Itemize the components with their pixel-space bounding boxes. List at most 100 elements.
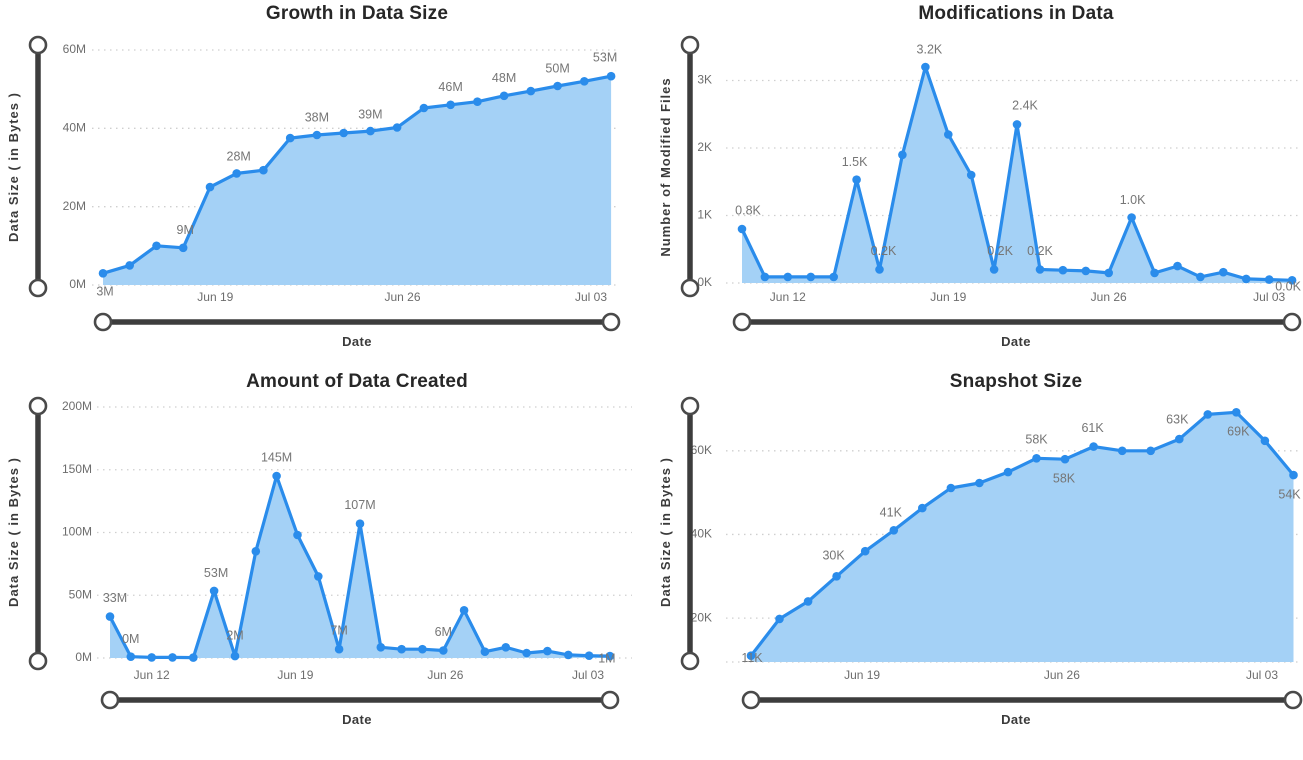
data-point[interactable] — [605, 651, 615, 661]
data-point[interactable] — [966, 170, 976, 180]
data-point[interactable] — [889, 526, 899, 535]
data-point[interactable] — [205, 182, 215, 192]
slider-handle[interactable] — [28, 396, 48, 416]
data-point[interactable] — [898, 150, 907, 160]
data-point[interactable] — [152, 241, 161, 251]
data-point[interactable] — [418, 644, 427, 654]
data-point[interactable] — [501, 643, 511, 652]
data-point[interactable] — [553, 81, 562, 91]
slider-handle[interactable] — [1282, 312, 1302, 332]
data-point[interactable] — [1219, 267, 1228, 277]
data-point[interactable] — [392, 123, 402, 132]
data-point[interactable] — [178, 243, 188, 253]
data-point[interactable] — [760, 272, 770, 282]
data-point[interactable] — [147, 653, 156, 662]
x-axis-range-slider[interactable] — [100, 690, 620, 710]
data-point[interactable] — [1104, 268, 1113, 278]
data-point[interactable] — [168, 653, 177, 662]
data-point[interactable] — [584, 651, 594, 660]
data-point[interactable] — [397, 644, 406, 654]
slider-handle[interactable] — [28, 278, 48, 298]
data-point[interactable] — [1081, 266, 1091, 276]
data-point[interactable] — [737, 224, 747, 234]
y-axis-range-slider[interactable] — [680, 396, 700, 671]
data-point[interactable] — [419, 103, 429, 113]
data-point[interactable] — [209, 586, 219, 596]
data-point[interactable] — [918, 503, 927, 513]
y-axis-range-slider[interactable] — [680, 35, 700, 298]
data-point[interactable] — [944, 130, 953, 139]
data-point[interactable] — [875, 265, 884, 274]
slider-handle[interactable] — [680, 35, 700, 55]
data-point[interactable] — [606, 71, 616, 81]
slider-handle[interactable] — [741, 690, 761, 710]
data-point[interactable] — [921, 62, 930, 72]
slider-handle[interactable] — [93, 312, 113, 332]
data-point[interactable] — [126, 652, 136, 661]
data-point[interactable] — [499, 91, 509, 101]
data-point[interactable] — [232, 169, 241, 178]
slider-handle[interactable] — [1283, 690, 1303, 710]
data-point[interactable] — [829, 272, 838, 282]
data-point[interactable] — [355, 519, 365, 528]
data-point[interactable] — [783, 272, 793, 282]
data-point[interactable] — [543, 646, 552, 656]
data-point[interactable] — [1012, 120, 1022, 129]
data-point[interactable] — [1035, 265, 1045, 274]
data-point[interactable] — [251, 547, 261, 556]
data-point[interactable] — [1060, 454, 1070, 464]
data-point[interactable] — [1117, 446, 1127, 456]
data-point[interactable] — [473, 97, 482, 106]
data-point[interactable] — [446, 100, 455, 110]
slider-handle[interactable] — [680, 396, 700, 416]
data-point[interactable] — [1146, 446, 1155, 456]
y-axis-range-slider[interactable] — [28, 35, 48, 298]
data-point[interactable] — [860, 546, 870, 556]
slider-handle[interactable] — [680, 278, 700, 298]
data-point[interactable] — [1260, 436, 1270, 446]
data-point[interactable] — [1127, 213, 1136, 222]
data-point[interactable] — [1058, 265, 1068, 275]
data-point[interactable] — [334, 644, 344, 654]
data-point[interactable] — [522, 648, 531, 658]
data-point[interactable] — [580, 77, 589, 86]
data-point[interactable] — [1089, 442, 1098, 451]
data-point[interactable] — [125, 261, 134, 270]
slider-handle[interactable] — [28, 651, 48, 671]
data-point[interactable] — [1264, 275, 1274, 284]
x-axis-range-slider[interactable] — [732, 312, 1302, 332]
data-point[interactable] — [1173, 261, 1182, 271]
x-axis-range-slider[interactable] — [93, 312, 621, 332]
data-point[interactable] — [366, 126, 375, 136]
data-point[interactable] — [339, 128, 349, 138]
data-point[interactable] — [293, 530, 302, 540]
slider-handle[interactable] — [732, 312, 752, 332]
x-axis-range-slider[interactable] — [741, 690, 1303, 710]
data-point[interactable] — [1232, 408, 1241, 417]
data-point[interactable] — [975, 478, 984, 488]
data-point[interactable] — [852, 175, 861, 184]
data-point[interactable] — [775, 614, 784, 624]
data-point[interactable] — [1241, 274, 1251, 284]
data-point[interactable] — [803, 597, 813, 606]
data-point[interactable] — [439, 646, 448, 655]
data-point[interactable] — [564, 650, 573, 660]
data-point[interactable] — [189, 653, 198, 662]
data-point[interactable] — [1287, 276, 1297, 285]
slider-handle[interactable] — [601, 312, 621, 332]
data-point[interactable] — [806, 272, 816, 282]
slider-handle[interactable] — [100, 690, 120, 710]
data-point[interactable] — [314, 572, 323, 581]
data-point[interactable] — [285, 133, 295, 143]
data-point[interactable] — [272, 471, 281, 481]
y-axis-range-slider[interactable] — [28, 396, 48, 671]
data-point[interactable] — [230, 651, 240, 661]
data-point[interactable] — [259, 165, 268, 175]
slider-handle[interactable] — [600, 690, 620, 710]
data-point[interactable] — [946, 483, 956, 493]
data-point[interactable] — [526, 86, 536, 96]
data-point[interactable] — [989, 265, 999, 274]
data-point[interactable] — [746, 651, 756, 660]
data-point[interactable] — [832, 572, 841, 581]
data-point[interactable] — [1203, 410, 1213, 419]
